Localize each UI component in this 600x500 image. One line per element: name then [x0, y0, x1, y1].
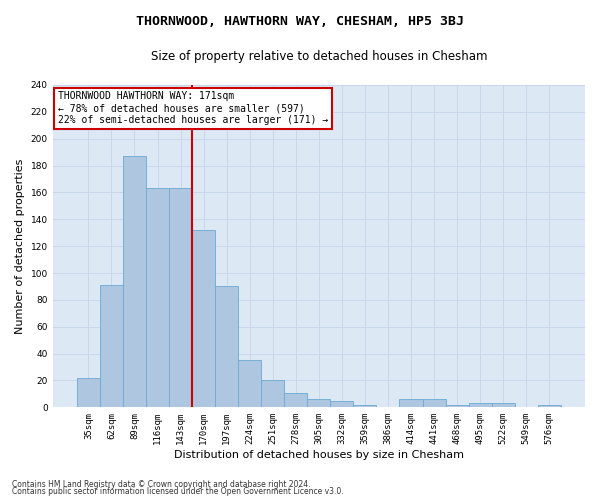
Bar: [100, 285, 123, 408]
Bar: [491, 404, 515, 407]
Bar: [400, 400, 422, 407]
Bar: [146, 188, 169, 408]
Text: Contains HM Land Registry data © Crown copyright and database right 2024.: Contains HM Land Registry data © Crown c…: [12, 480, 311, 489]
Bar: [307, 400, 331, 407]
X-axis label: Distribution of detached houses by size in Chesham: Distribution of detached houses by size …: [174, 450, 464, 460]
Bar: [192, 230, 215, 408]
Text: THORNWOOD HAWTHORN WAY: 171sqm
← 78% of detached houses are smaller (597)
22% of: THORNWOOD HAWTHORN WAY: 171sqm ← 78% of …: [58, 92, 328, 124]
Bar: [446, 404, 469, 407]
Bar: [284, 392, 307, 407]
Bar: [169, 188, 192, 408]
Bar: [215, 286, 238, 408]
Text: THORNWOOD, HAWTHORN WAY, CHESHAM, HP5 3BJ: THORNWOOD, HAWTHORN WAY, CHESHAM, HP5 3B…: [136, 15, 464, 28]
Bar: [331, 400, 353, 407]
Bar: [123, 156, 146, 407]
Bar: [238, 360, 261, 408]
Text: Contains public sector information licensed under the Open Government Licence v3: Contains public sector information licen…: [12, 487, 344, 496]
Bar: [261, 380, 284, 407]
Bar: [353, 404, 376, 407]
Bar: [538, 404, 561, 407]
Bar: [422, 400, 446, 407]
Title: Size of property relative to detached houses in Chesham: Size of property relative to detached ho…: [151, 50, 487, 63]
Y-axis label: Number of detached properties: Number of detached properties: [15, 158, 25, 334]
Bar: [469, 404, 491, 407]
Bar: [77, 378, 100, 408]
